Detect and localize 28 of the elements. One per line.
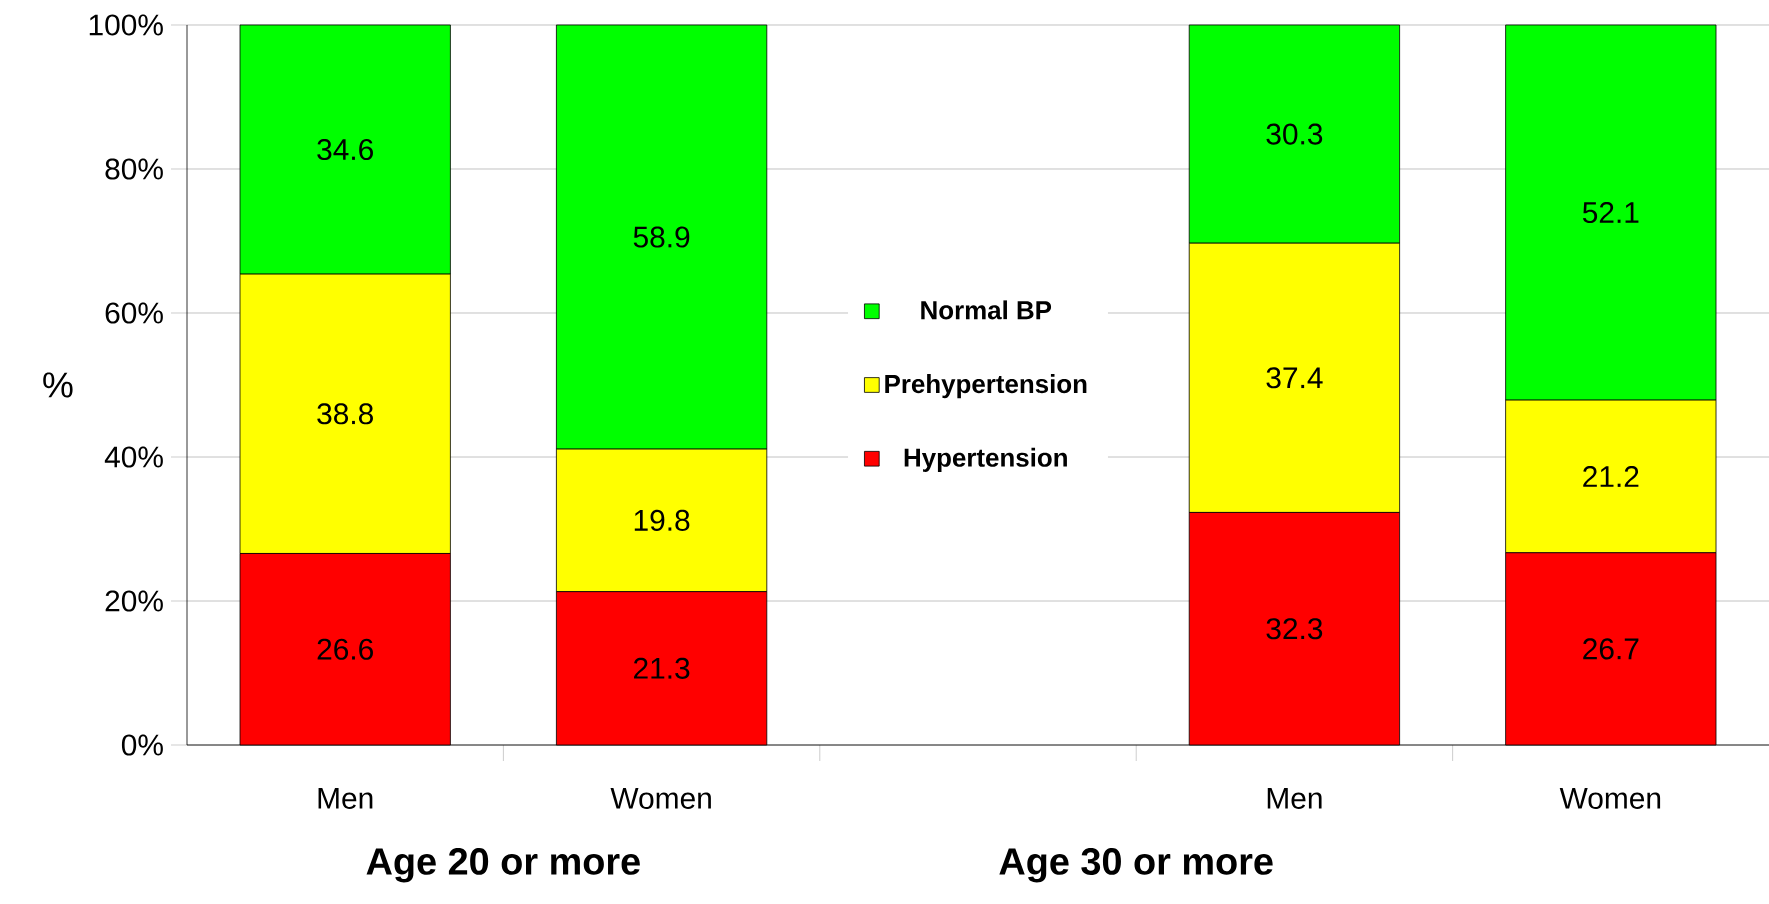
data-label: 30.3 — [1266, 123, 1323, 145]
data-label: 37.4 — [1266, 367, 1323, 389]
y-tick-label: 20% — [105, 590, 163, 612]
y-tick-label: 0% — [121, 734, 163, 756]
x-tick-label: Women — [1559, 788, 1661, 809]
y-tick-label: 80% — [105, 158, 163, 180]
data-label: 58.9 — [633, 226, 690, 248]
x-tick-label: Women — [610, 788, 711, 809]
y-axis-title: % — [43, 372, 73, 398]
data-label: 26.6 — [317, 638, 373, 660]
data-label: 19.8 — [634, 509, 690, 531]
data-label: 38.8 — [317, 403, 373, 425]
text: Age 20 or more — [366, 848, 640, 883]
data-label: 32.3 — [1266, 618, 1323, 640]
data-label: 21.3 — [634, 657, 690, 679]
y-tick-label: 60% — [105, 302, 163, 324]
x-tick-label: Men — [1267, 788, 1322, 809]
y-tick-label: 100% — [89, 14, 163, 36]
y-tick-label: 40% — [104, 446, 163, 468]
data-label: 26.7 — [1583, 638, 1639, 660]
data-label: 21.2 — [1583, 465, 1639, 487]
legend-label: Prehypertension — [885, 374, 1087, 399]
legend-label: Hypertension — [904, 447, 1067, 472]
legend-label: Normal BP — [921, 300, 1052, 320]
x-tick-label: Men — [318, 788, 373, 809]
data-label: 52.1 — [1582, 201, 1639, 224]
data-label: 34.6 — [317, 138, 373, 161]
text: Age 30 or more — [999, 848, 1273, 883]
